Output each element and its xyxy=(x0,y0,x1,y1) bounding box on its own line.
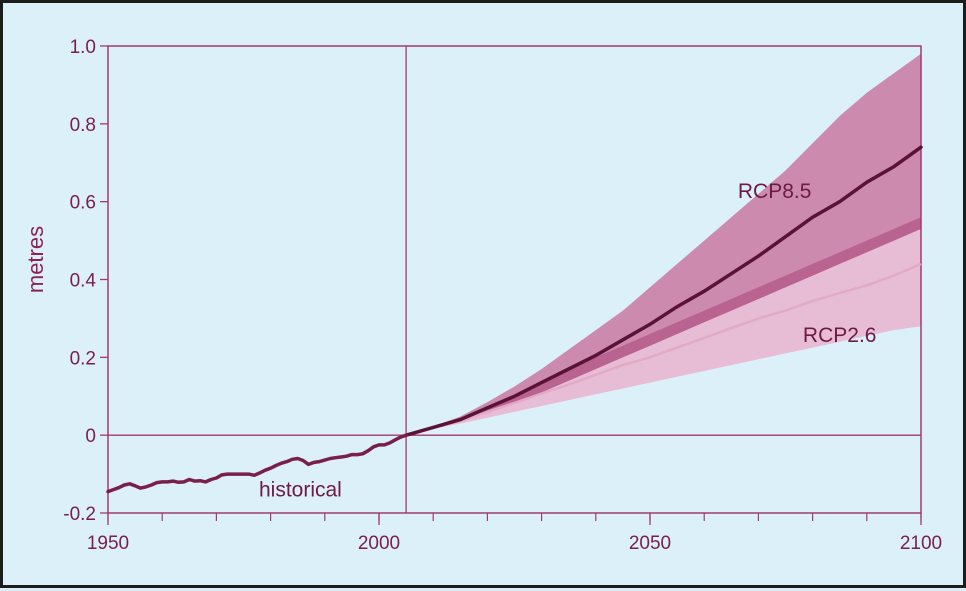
axes: -0.2 0 0.2 0.4 0.6 0.8 1.0 1950 2000 2050 2100 metr… xyxy=(23,37,942,554)
annotation-rcp8-5: RCP8.5 xyxy=(738,180,812,203)
y-tick-label: 0.6 xyxy=(70,193,96,214)
labels: RCP8.5 RCP2.6 historical xyxy=(259,180,876,502)
y-tick-label: 0.2 xyxy=(70,348,96,369)
rcp26-line xyxy=(405,262,922,437)
y-tick-label: 1.0 xyxy=(70,37,96,58)
rcp85-band xyxy=(406,53,922,436)
y-tick-label: -0.2 xyxy=(63,504,96,525)
series-lines xyxy=(106,145,923,494)
y-tick-label: 0 xyxy=(85,426,96,447)
x-tick-label: 1950 xyxy=(87,533,129,554)
historical-line xyxy=(106,433,408,494)
rcp26-band xyxy=(406,217,922,436)
uncertainty-bands xyxy=(406,53,922,436)
annotation-historical: historical xyxy=(259,479,342,502)
x-tick-label: 2000 xyxy=(358,533,400,554)
annotation-rcp2-6: RCP2.6 xyxy=(803,324,877,347)
y-tick-label: 0.8 xyxy=(70,115,96,136)
rcp85-line xyxy=(404,145,923,437)
x-tick-label: 2050 xyxy=(629,533,671,554)
y-tick-label: 0.4 xyxy=(70,271,97,292)
x-tick-label: 2100 xyxy=(900,533,942,554)
y-axis-title: metres xyxy=(23,226,48,293)
sea-level-chart: -0.2 0 0.2 0.4 0.6 0.8 1.0 1950 2000 2050 2100 metr… xyxy=(23,37,942,554)
